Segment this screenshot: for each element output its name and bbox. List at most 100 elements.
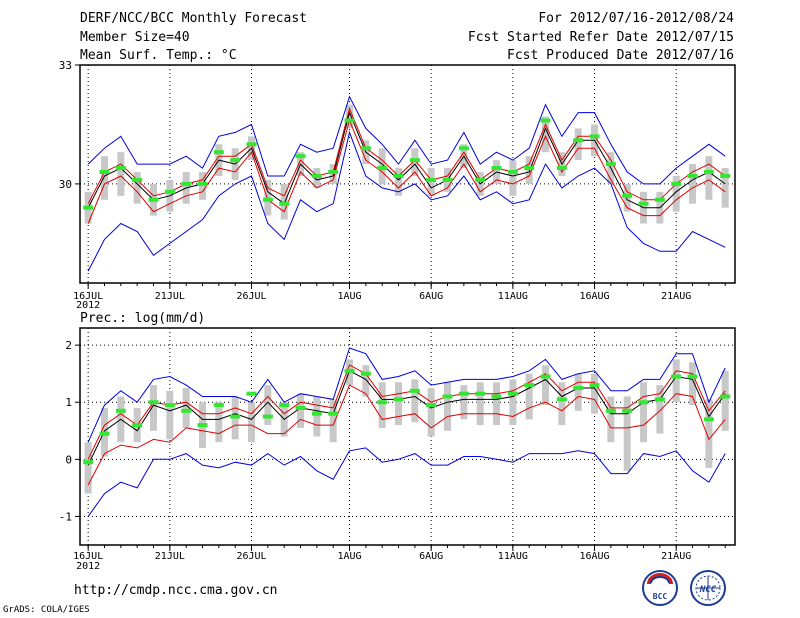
series-outer-line xyxy=(87,95,726,185)
spread-bar xyxy=(705,399,713,468)
forecast-marker xyxy=(213,403,224,408)
forecast-marker xyxy=(230,158,241,163)
plot-frame xyxy=(79,64,736,284)
forecast-marker xyxy=(671,181,682,186)
forecast-marker xyxy=(638,400,649,405)
forecast-marker xyxy=(654,397,665,402)
x-tick-label: 11AUG xyxy=(498,551,528,562)
forecast-marker xyxy=(393,173,404,178)
variable-label: Mean Surf. Temp.: °C xyxy=(80,48,237,63)
ncc-logo: NCC xyxy=(690,570,726,606)
forecast-marker xyxy=(344,368,355,373)
spread-bar xyxy=(346,104,354,129)
forecast-marker xyxy=(524,383,535,388)
spread-bar xyxy=(558,382,566,426)
spread-bar xyxy=(574,373,582,411)
forecast-marker xyxy=(344,118,355,123)
forecast-marker xyxy=(213,150,224,155)
forecast-marker xyxy=(99,170,110,175)
x-year-label: 2012 xyxy=(76,561,100,572)
forecast-marker xyxy=(442,394,453,399)
spread-bar xyxy=(656,385,664,434)
x-tick-label: 16JUL xyxy=(73,551,103,562)
spread-bar xyxy=(101,156,109,200)
x-tick-label: 16AUG xyxy=(579,551,609,562)
forecast-marker xyxy=(458,391,469,396)
forecast-marker xyxy=(507,391,518,396)
forecast-marker xyxy=(605,408,616,413)
forecast-marker xyxy=(83,460,94,465)
forecast-marker xyxy=(491,394,502,399)
forecast-marker xyxy=(164,189,175,194)
forecast-marker xyxy=(409,388,420,393)
forecast-marker xyxy=(295,405,306,410)
spread-bar xyxy=(427,387,435,437)
x-tick-label: 26JUL xyxy=(236,551,266,562)
x-tick-label: 16JUL xyxy=(73,291,103,302)
series-outer-line xyxy=(87,447,726,517)
spread-bar xyxy=(84,442,92,494)
forecast-marker xyxy=(99,431,110,436)
forecast-marker xyxy=(393,397,404,402)
forecast-marker xyxy=(540,118,551,123)
spread-bar xyxy=(378,382,386,428)
spread-bar xyxy=(640,382,648,443)
spread-bar xyxy=(721,168,729,208)
forecast-marker xyxy=(556,166,567,171)
forecast-marker xyxy=(115,408,126,413)
forecast-marker xyxy=(311,173,322,178)
forecast-marker xyxy=(573,138,584,143)
agency-logos: BCC NCC xyxy=(642,570,726,606)
x-tick-label: 11AUG xyxy=(498,291,528,302)
forecast-marker xyxy=(524,166,535,171)
forecast-marker xyxy=(409,158,420,163)
spread-bar xyxy=(591,373,599,414)
spread-bar xyxy=(395,168,403,196)
spread-bar xyxy=(721,370,729,431)
forecast-marker xyxy=(328,411,339,416)
forecast-marker xyxy=(246,391,257,396)
x-year-label: 2012 xyxy=(76,300,100,311)
spread-bar xyxy=(444,382,452,431)
x-tick-label: 26JUL xyxy=(236,291,266,302)
forecast-marker xyxy=(83,205,94,210)
forecast-marker xyxy=(622,193,633,198)
y-tick-label: 33 xyxy=(59,59,72,72)
forecast-marker xyxy=(671,374,682,379)
spread-bar xyxy=(607,396,615,443)
series-inner-line xyxy=(87,107,726,204)
spread-bar xyxy=(411,379,419,423)
spread-bar xyxy=(493,382,501,426)
spread-bar xyxy=(509,379,517,426)
forecast-marker xyxy=(720,394,731,399)
footer-url[interactable]: http://cmdp.ncc.cma.gov.cn xyxy=(74,583,278,598)
forecast-marker xyxy=(556,397,567,402)
spread-bar xyxy=(215,402,223,443)
member-size: Member Size=40 xyxy=(80,30,190,45)
spread-bar xyxy=(150,385,158,431)
y-tick-label: 30 xyxy=(59,178,72,191)
x-tick-label: 6AUG xyxy=(419,291,443,302)
y-tick-label: 2 xyxy=(65,339,72,352)
forecast-marker xyxy=(377,400,388,405)
forecast-marker xyxy=(295,154,306,159)
spread-bar xyxy=(395,382,403,426)
forecast-marker xyxy=(328,170,339,175)
forecast-marker xyxy=(132,423,143,428)
spread-bar xyxy=(182,387,190,428)
x-tick-label: 21JUL xyxy=(155,551,185,562)
forecast-marker xyxy=(605,162,616,167)
forecast-marker xyxy=(115,166,126,171)
x-tick-label: 6AUG xyxy=(419,551,443,562)
forecast-marker xyxy=(491,166,502,171)
forecast-marker xyxy=(589,134,600,139)
forecast-marker xyxy=(181,181,192,186)
forecast-start-date: Fcst Started Refer Date 2012/07/15 xyxy=(467,30,734,45)
series-outer-line xyxy=(87,130,726,272)
forecast-marker xyxy=(589,383,600,388)
spread-bar xyxy=(509,160,517,196)
y-tick-label: 1 xyxy=(65,396,72,409)
spread-bar xyxy=(460,385,468,420)
